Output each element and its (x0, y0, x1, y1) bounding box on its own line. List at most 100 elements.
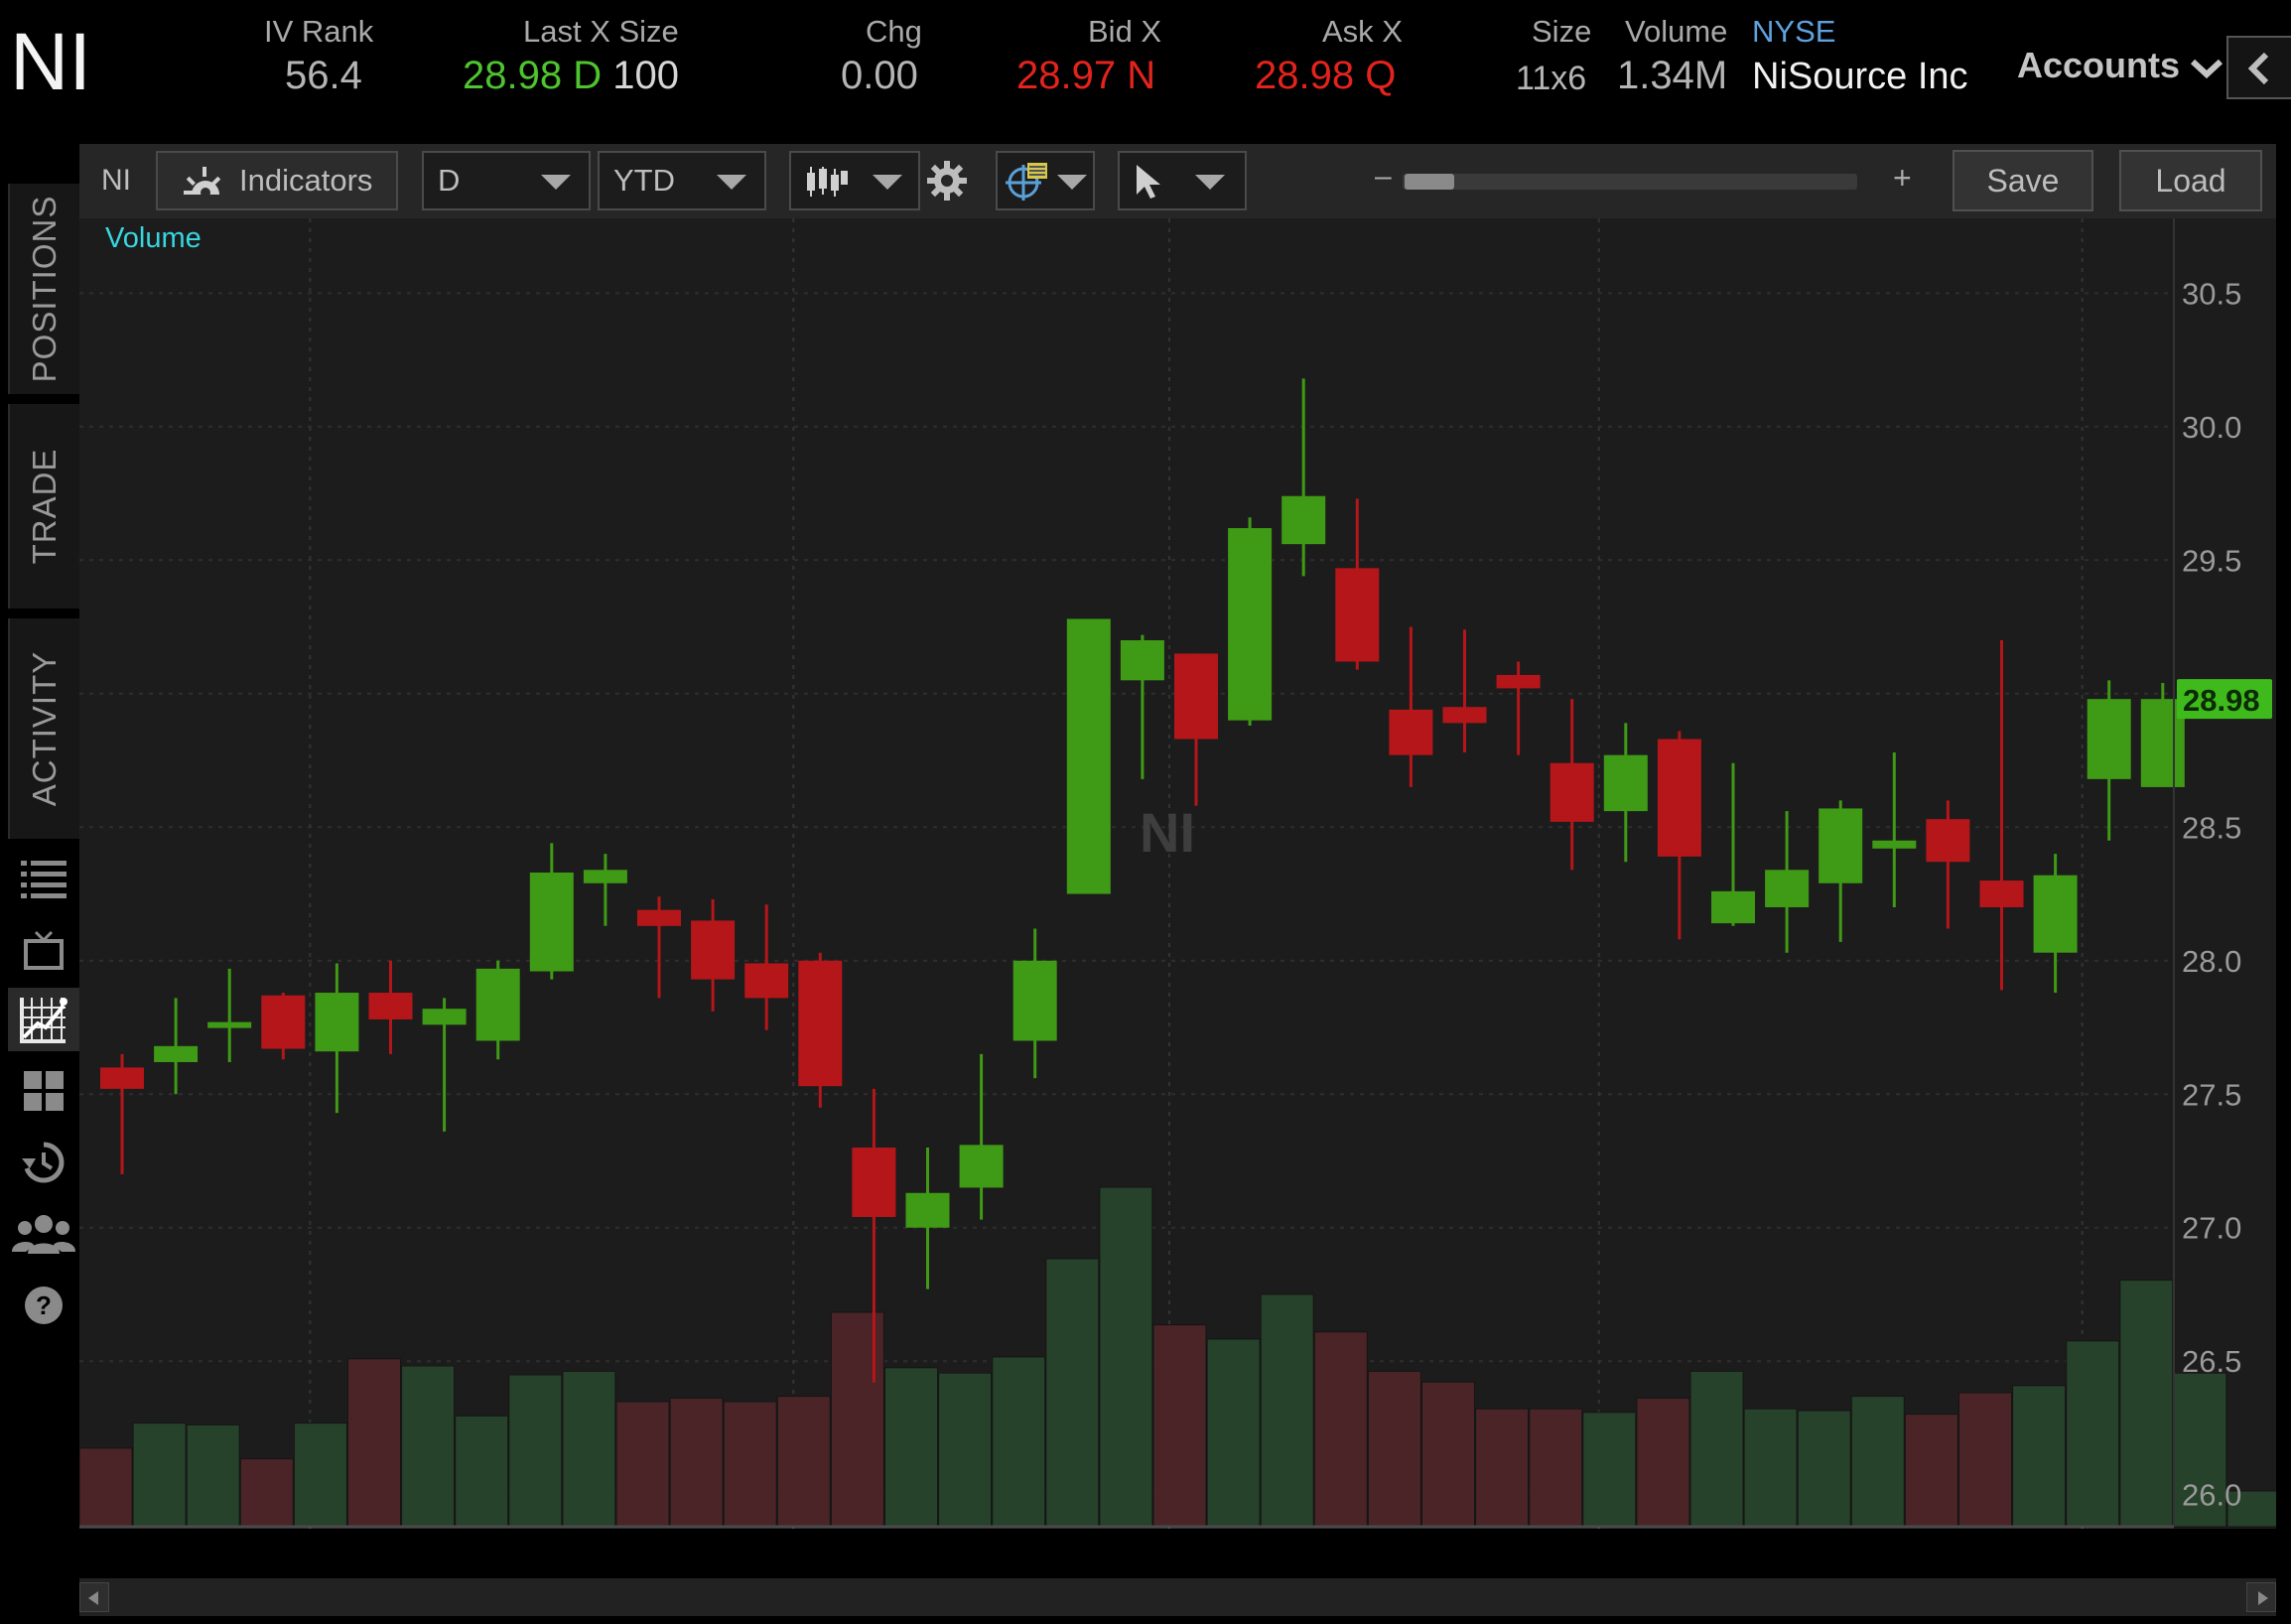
candle-body (1550, 762, 1594, 822)
volume-bar (1529, 1408, 1583, 1528)
indicators-button[interactable]: Indicators (156, 151, 398, 210)
candle-body (1711, 890, 1755, 924)
chart-toolbar: NI Indicators D YTD – + Save Load (79, 144, 2276, 218)
scroll-left-button[interactable] (79, 1582, 109, 1612)
volume-bar (508, 1374, 563, 1528)
scroll-right-button[interactable] (2246, 1582, 2276, 1612)
volume-bar (293, 1422, 347, 1528)
price-tick-label: 30.0 (2182, 410, 2241, 445)
chart-icon[interactable] (8, 988, 79, 1051)
pointer-icon (1134, 163, 1163, 208)
volume-bar (2066, 1340, 2120, 1528)
candle-body (1819, 808, 1863, 883)
candle-body (1979, 880, 2024, 907)
history-icon[interactable] (8, 1131, 79, 1194)
tab-activity[interactable]: ACTIVITY (8, 618, 79, 839)
candle-body (1389, 709, 1433, 755)
svg-text:?: ? (36, 1290, 52, 1320)
volume-bar (2012, 1385, 2067, 1528)
horizontal-scrollbar[interactable] (79, 1578, 2276, 1616)
candle-body (154, 1045, 199, 1062)
volume-bar (1636, 1397, 1690, 1528)
chevron-down-icon (541, 175, 571, 190)
volume-bar (1904, 1414, 1958, 1528)
volume-bar (132, 1422, 187, 1528)
accounts-label: Accounts (2017, 45, 2181, 85)
zoom-out-button[interactable]: – (1375, 160, 1392, 193)
candle-body (1765, 870, 1810, 907)
volume-bar (615, 1401, 670, 1528)
volume-bar (1850, 1396, 1905, 1528)
candle-body (368, 993, 413, 1019)
tab-trade-label: TRADE (26, 448, 63, 565)
candle-body (905, 1192, 950, 1228)
aggregation-dropdown[interactable]: D (422, 151, 591, 210)
volume-bar (401, 1365, 456, 1528)
volume-bar (1743, 1408, 1798, 1528)
volume-study-label: Volume (105, 222, 202, 254)
collapse-panel-button[interactable] (2226, 36, 2291, 99)
size-value: 11x6 (1516, 60, 1587, 97)
volume-bar (776, 1396, 831, 1528)
list-icon[interactable] (8, 849, 79, 912)
candle-body (1926, 819, 1970, 863)
toolbar-symbol: NI (101, 164, 131, 197)
zoom-slider-thumb[interactable] (1405, 174, 1454, 190)
volume-bar (562, 1370, 616, 1528)
tab-positions[interactable]: POSITIONS (8, 184, 79, 394)
quote-header: NI IV Rank 56.4 Last X Size 28.98 D 100 … (0, 0, 2291, 144)
candle-body (1120, 639, 1164, 681)
volume-bar (1045, 1258, 1100, 1528)
grid-icon[interactable] (8, 1059, 79, 1123)
zoom-slider[interactable] (1403, 174, 1857, 190)
timeframe-dropdown[interactable]: YTD (598, 151, 766, 210)
price-tick-label: 28.5 (2182, 810, 2241, 845)
candle-body (1872, 840, 1917, 849)
volume-bar (1797, 1410, 1851, 1528)
candle-body (1603, 754, 1648, 812)
volume-bar (723, 1401, 777, 1528)
people-icon[interactable] (8, 1202, 79, 1266)
candle-body (852, 1148, 896, 1217)
volume-value: 1.34M (1617, 54, 1728, 97)
chart-canvas[interactable]: NI 30.530.029.529.028.528.027.527.026.52… (79, 218, 2276, 1529)
last-price: 28.98 D (463, 54, 603, 97)
chart-type-dropdown[interactable] (789, 151, 920, 210)
settings-gear-icon[interactable] (926, 160, 968, 206)
volume-bar (1367, 1370, 1421, 1528)
bid-value: 28.97 N (1016, 54, 1156, 97)
accounts-dropdown[interactable]: Accounts (2017, 38, 2224, 93)
candle-body (207, 1021, 252, 1028)
volume-bar (1152, 1324, 1207, 1528)
price-tick-label: 26.5 (2182, 1344, 2241, 1379)
price-tick-label: 26.0 (2182, 1478, 2241, 1513)
candle-body (1496, 674, 1541, 689)
tv-icon[interactable] (8, 918, 79, 982)
save-button[interactable]: Save (1953, 150, 2093, 211)
volume-bar (1421, 1381, 1475, 1528)
candle-body (422, 1009, 467, 1025)
price-chart[interactable]: NI 30.530.029.529.028.528.027.527.026.52… (79, 218, 2276, 1529)
indicators-icon (184, 165, 223, 208)
drawing-tools-dropdown[interactable] (996, 151, 1095, 210)
candle-body (744, 963, 789, 999)
help-icon[interactable]: ? (8, 1274, 79, 1337)
candle-body (583, 870, 627, 883)
candle-body (1228, 528, 1273, 721)
volume-bar (992, 1356, 1046, 1528)
cursor-dropdown[interactable] (1118, 151, 1247, 210)
load-button[interactable]: Load (2119, 150, 2262, 211)
volume-bar (1689, 1370, 1744, 1528)
last-size-value: 28.98 D 100 (463, 56, 679, 95)
volume-bar (1206, 1338, 1261, 1528)
bid-label: Bid X (1088, 14, 1162, 49)
price-tick-label: 29.5 (2182, 543, 2241, 578)
indicators-label: Indicators (239, 163, 373, 198)
zoom-in-button[interactable]: + (1893, 160, 1912, 196)
chg-label: Chg (866, 14, 922, 49)
tab-trade[interactable]: TRADE (8, 404, 79, 609)
volume-bar (2119, 1280, 2174, 1528)
last-size-label: Last X Size (523, 14, 679, 49)
tab-positions-label: POSITIONS (26, 195, 63, 383)
candle-body (691, 920, 736, 980)
